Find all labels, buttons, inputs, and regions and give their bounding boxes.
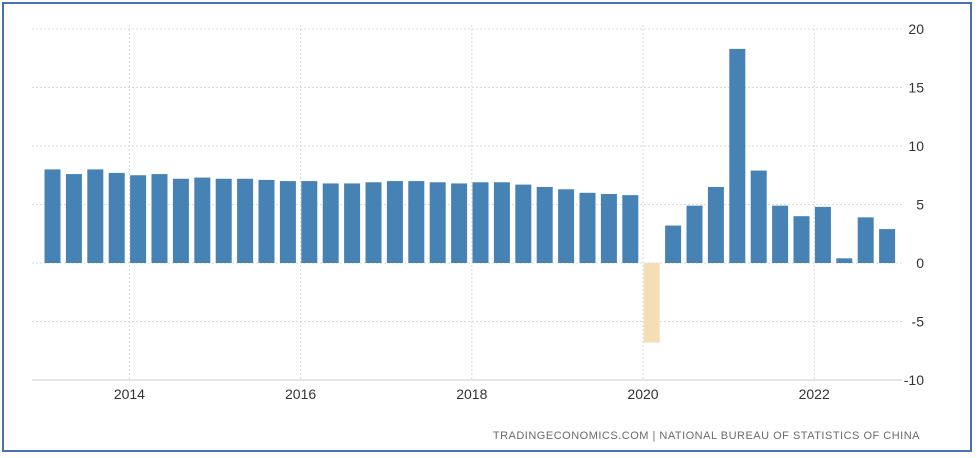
bar [408, 181, 425, 263]
bar [108, 172, 125, 263]
bar [622, 195, 639, 263]
bar [643, 263, 660, 343]
bar [130, 175, 147, 263]
source-label: TRADINGECONOMICS.COM | NATIONAL BUREAU O… [493, 430, 920, 442]
bar [429, 182, 446, 263]
bar [750, 170, 767, 263]
y-axis-ticks: 20 15 10 5 0 -5 -10 [904, 21, 924, 388]
y-tick-label: 10 [908, 138, 924, 154]
x-tick-label: 2016 [285, 386, 316, 402]
bar [194, 177, 211, 263]
bar [215, 178, 232, 263]
bar [279, 181, 296, 263]
bar [322, 183, 339, 263]
bar [579, 192, 596, 263]
bar [151, 174, 168, 263]
bar [665, 225, 682, 263]
y-tick-label: 20 [908, 21, 924, 37]
bar [258, 179, 275, 263]
x-tick-label: 2020 [627, 386, 658, 402]
bar [558, 189, 575, 263]
bar [814, 206, 831, 263]
bar [65, 174, 82, 263]
bar [451, 183, 468, 263]
bar [707, 186, 724, 263]
bar [237, 178, 254, 263]
x-tick-label: 2018 [456, 386, 487, 402]
y-tick-label: 0 [916, 255, 924, 271]
bars [44, 48, 896, 343]
bar [44, 169, 61, 263]
x-axis-ticks: 2014 2016 2018 2020 2022 [114, 386, 830, 402]
bar [857, 217, 874, 263]
bar [729, 48, 746, 263]
y-tick-label: 15 [908, 80, 924, 96]
y-tick-label: -10 [904, 372, 924, 388]
bar [344, 183, 361, 263]
x-tick-label: 2022 [799, 386, 830, 402]
bar [536, 186, 553, 263]
bar [600, 193, 617, 263]
bar [386, 181, 403, 263]
bar [172, 178, 189, 263]
bar [493, 182, 510, 263]
grid-lines [32, 25, 902, 381]
bar [87, 169, 104, 263]
bar [879, 229, 896, 263]
bar [365, 182, 382, 263]
bar [301, 181, 318, 263]
bar [836, 258, 853, 263]
x-tick-label: 2014 [114, 386, 145, 402]
bar [472, 182, 489, 263]
bar [772, 205, 789, 263]
bar [793, 216, 810, 263]
bar [515, 184, 532, 263]
y-tick-label: -5 [912, 314, 925, 330]
y-tick-label: 5 [916, 197, 924, 213]
bar [686, 205, 703, 263]
